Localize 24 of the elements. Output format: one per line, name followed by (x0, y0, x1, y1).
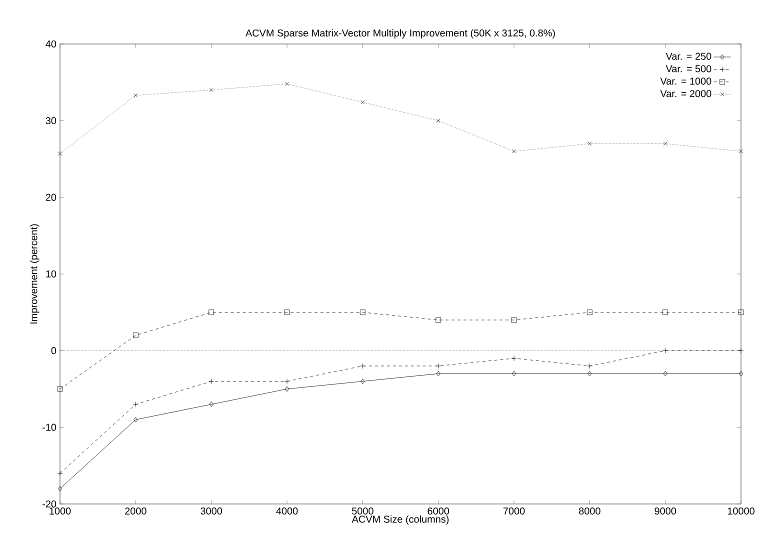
chart-title: ACVM Sparse Matrix-Vector Multiply Improvement (50K x 3125, 0.8%) (245, 29, 555, 38)
x-tick-label: 1000 (50, 508, 71, 515)
y-axis-title: Improvement (percent) (30, 224, 40, 324)
x-tick-label: 9000 (654, 508, 676, 515)
legend-label: Var. = 500 (666, 65, 712, 72)
x-tick-label: 10000 (728, 508, 754, 515)
y-tick-label: -10 (42, 424, 56, 431)
x-tick-label: 4000 (276, 508, 298, 515)
x-tick-label: 5000 (352, 508, 374, 515)
y-tick-label: 30 (46, 117, 56, 124)
x-tick-label: 8000 (579, 508, 600, 515)
x-tick-label: 7000 (503, 508, 525, 515)
legend-label: Var. = 250 (666, 52, 712, 60)
legend-label: Var. = 2000 (660, 90, 712, 98)
y-tick-label: 20 (46, 194, 56, 201)
y-tick-label: 0 (51, 347, 56, 354)
x-tick-label: 3000 (200, 508, 222, 515)
x-tick-label: 2000 (125, 508, 146, 515)
y-tick-label: -20 (42, 500, 56, 508)
legend-label: Var. = 1000 (660, 78, 712, 85)
x-tick-label: 6000 (428, 508, 450, 515)
y-tick-label: 10 (46, 270, 56, 278)
y-tick-label: 40 (46, 40, 56, 48)
x-axis-title: ACVM Size (columns) (352, 515, 449, 525)
